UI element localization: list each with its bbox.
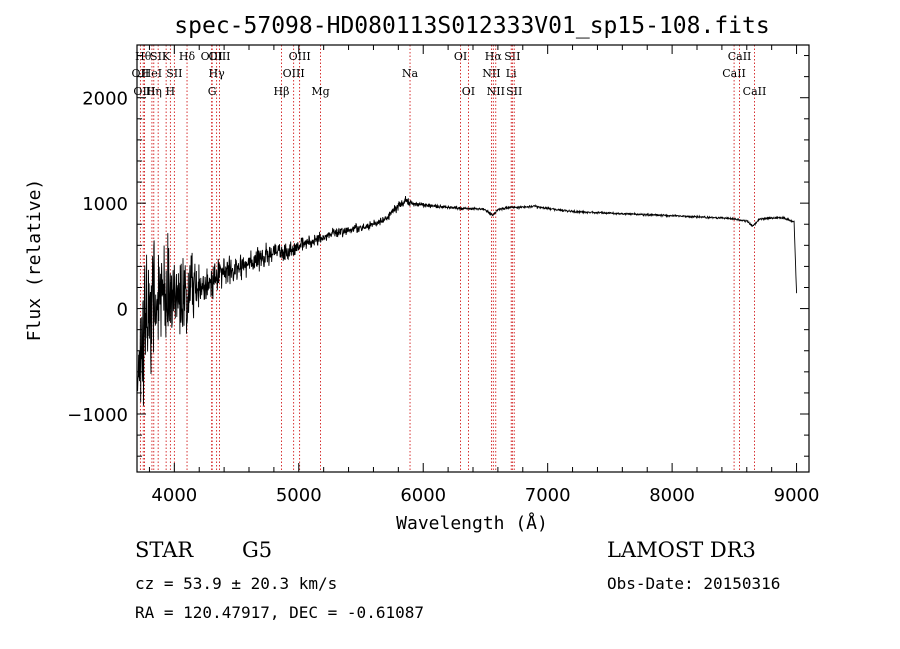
x-axis-label: Wavelength (Å) — [396, 512, 548, 534]
line-marker-label: HeI — [142, 67, 162, 80]
x-tick-label: 9000 — [774, 485, 820, 506]
line-marker-label: OI — [462, 85, 475, 98]
line-marker-label: CaII — [722, 67, 746, 80]
line-marker-label: Mg — [311, 85, 329, 98]
line-marker-label: H — [166, 85, 176, 98]
y-tick-label: 1000 — [82, 194, 128, 215]
x-tick-label: 6000 — [400, 485, 446, 506]
x-tick-label: 5000 — [276, 485, 322, 506]
line-marker-label: CaII — [743, 85, 767, 98]
line-marker-label: Hβ — [274, 85, 290, 98]
survey-name: LAMOST DR3 — [607, 538, 756, 562]
chart-title: spec-57098-HD080113S012333V01_sp15-108.f… — [174, 13, 769, 39]
obs-date: Obs-Date: 20150316 — [607, 574, 781, 593]
plot-frame — [136, 44, 810, 473]
line-marker-label: SII — [166, 67, 182, 80]
line-marker-label: OIII — [289, 50, 311, 63]
line-marker-label: Hη — [146, 85, 162, 98]
line-marker-label: SII — [506, 85, 522, 98]
spectrum-series — [136, 195, 798, 406]
y-tick-label: 0 — [117, 300, 128, 321]
line-marker-label: Hδ — [179, 50, 196, 63]
line-marker-label: OI — [454, 50, 467, 63]
line-marker-label: NII — [487, 85, 505, 98]
coordinates: RA = 120.47917, DEC = -0.61087 — [135, 603, 424, 622]
line-marker-label: OIII — [208, 50, 230, 63]
line-marker-label: CaII — [728, 50, 752, 63]
x-tick-label: 7000 — [525, 485, 571, 506]
line-marker-label: SII — [150, 50, 166, 63]
line-marker-label: OIII — [283, 67, 305, 80]
axis-ticks: 4000 5000 6000 7000 8000 9000 −1000 0 1000 2000 — [67, 45, 819, 506]
spectrum-line — [136, 195, 798, 406]
line-marker-label: SII — [504, 50, 520, 63]
object-subclass: G5 — [242, 538, 273, 562]
line-marker-label: Na — [402, 67, 419, 80]
line-marker-label: OIII — [201, 50, 223, 63]
x-tick-label: 4000 — [151, 485, 197, 506]
y-tick-label: −1000 — [67, 405, 128, 426]
redshift-cz: cz = 53.9 ± 20.3 km/s — [135, 574, 338, 593]
line-marker-label: OIII — [133, 85, 155, 98]
object-class: STAR — [135, 538, 194, 562]
y-axis-label: Flux (relative) — [24, 179, 45, 342]
line-marker-label: Hθ — [135, 50, 152, 63]
line-marker-label: Hα — [485, 50, 503, 63]
x-tick-label: 8000 — [649, 485, 695, 506]
line-marker-label: Li — [506, 67, 517, 80]
line-marker-label: K — [162, 50, 171, 63]
y-tick-label: 2000 — [82, 89, 128, 110]
line-marker-label: NII — [482, 67, 500, 80]
line-marker-label: Hγ — [209, 67, 226, 80]
line-marker-label: G — [208, 85, 217, 98]
